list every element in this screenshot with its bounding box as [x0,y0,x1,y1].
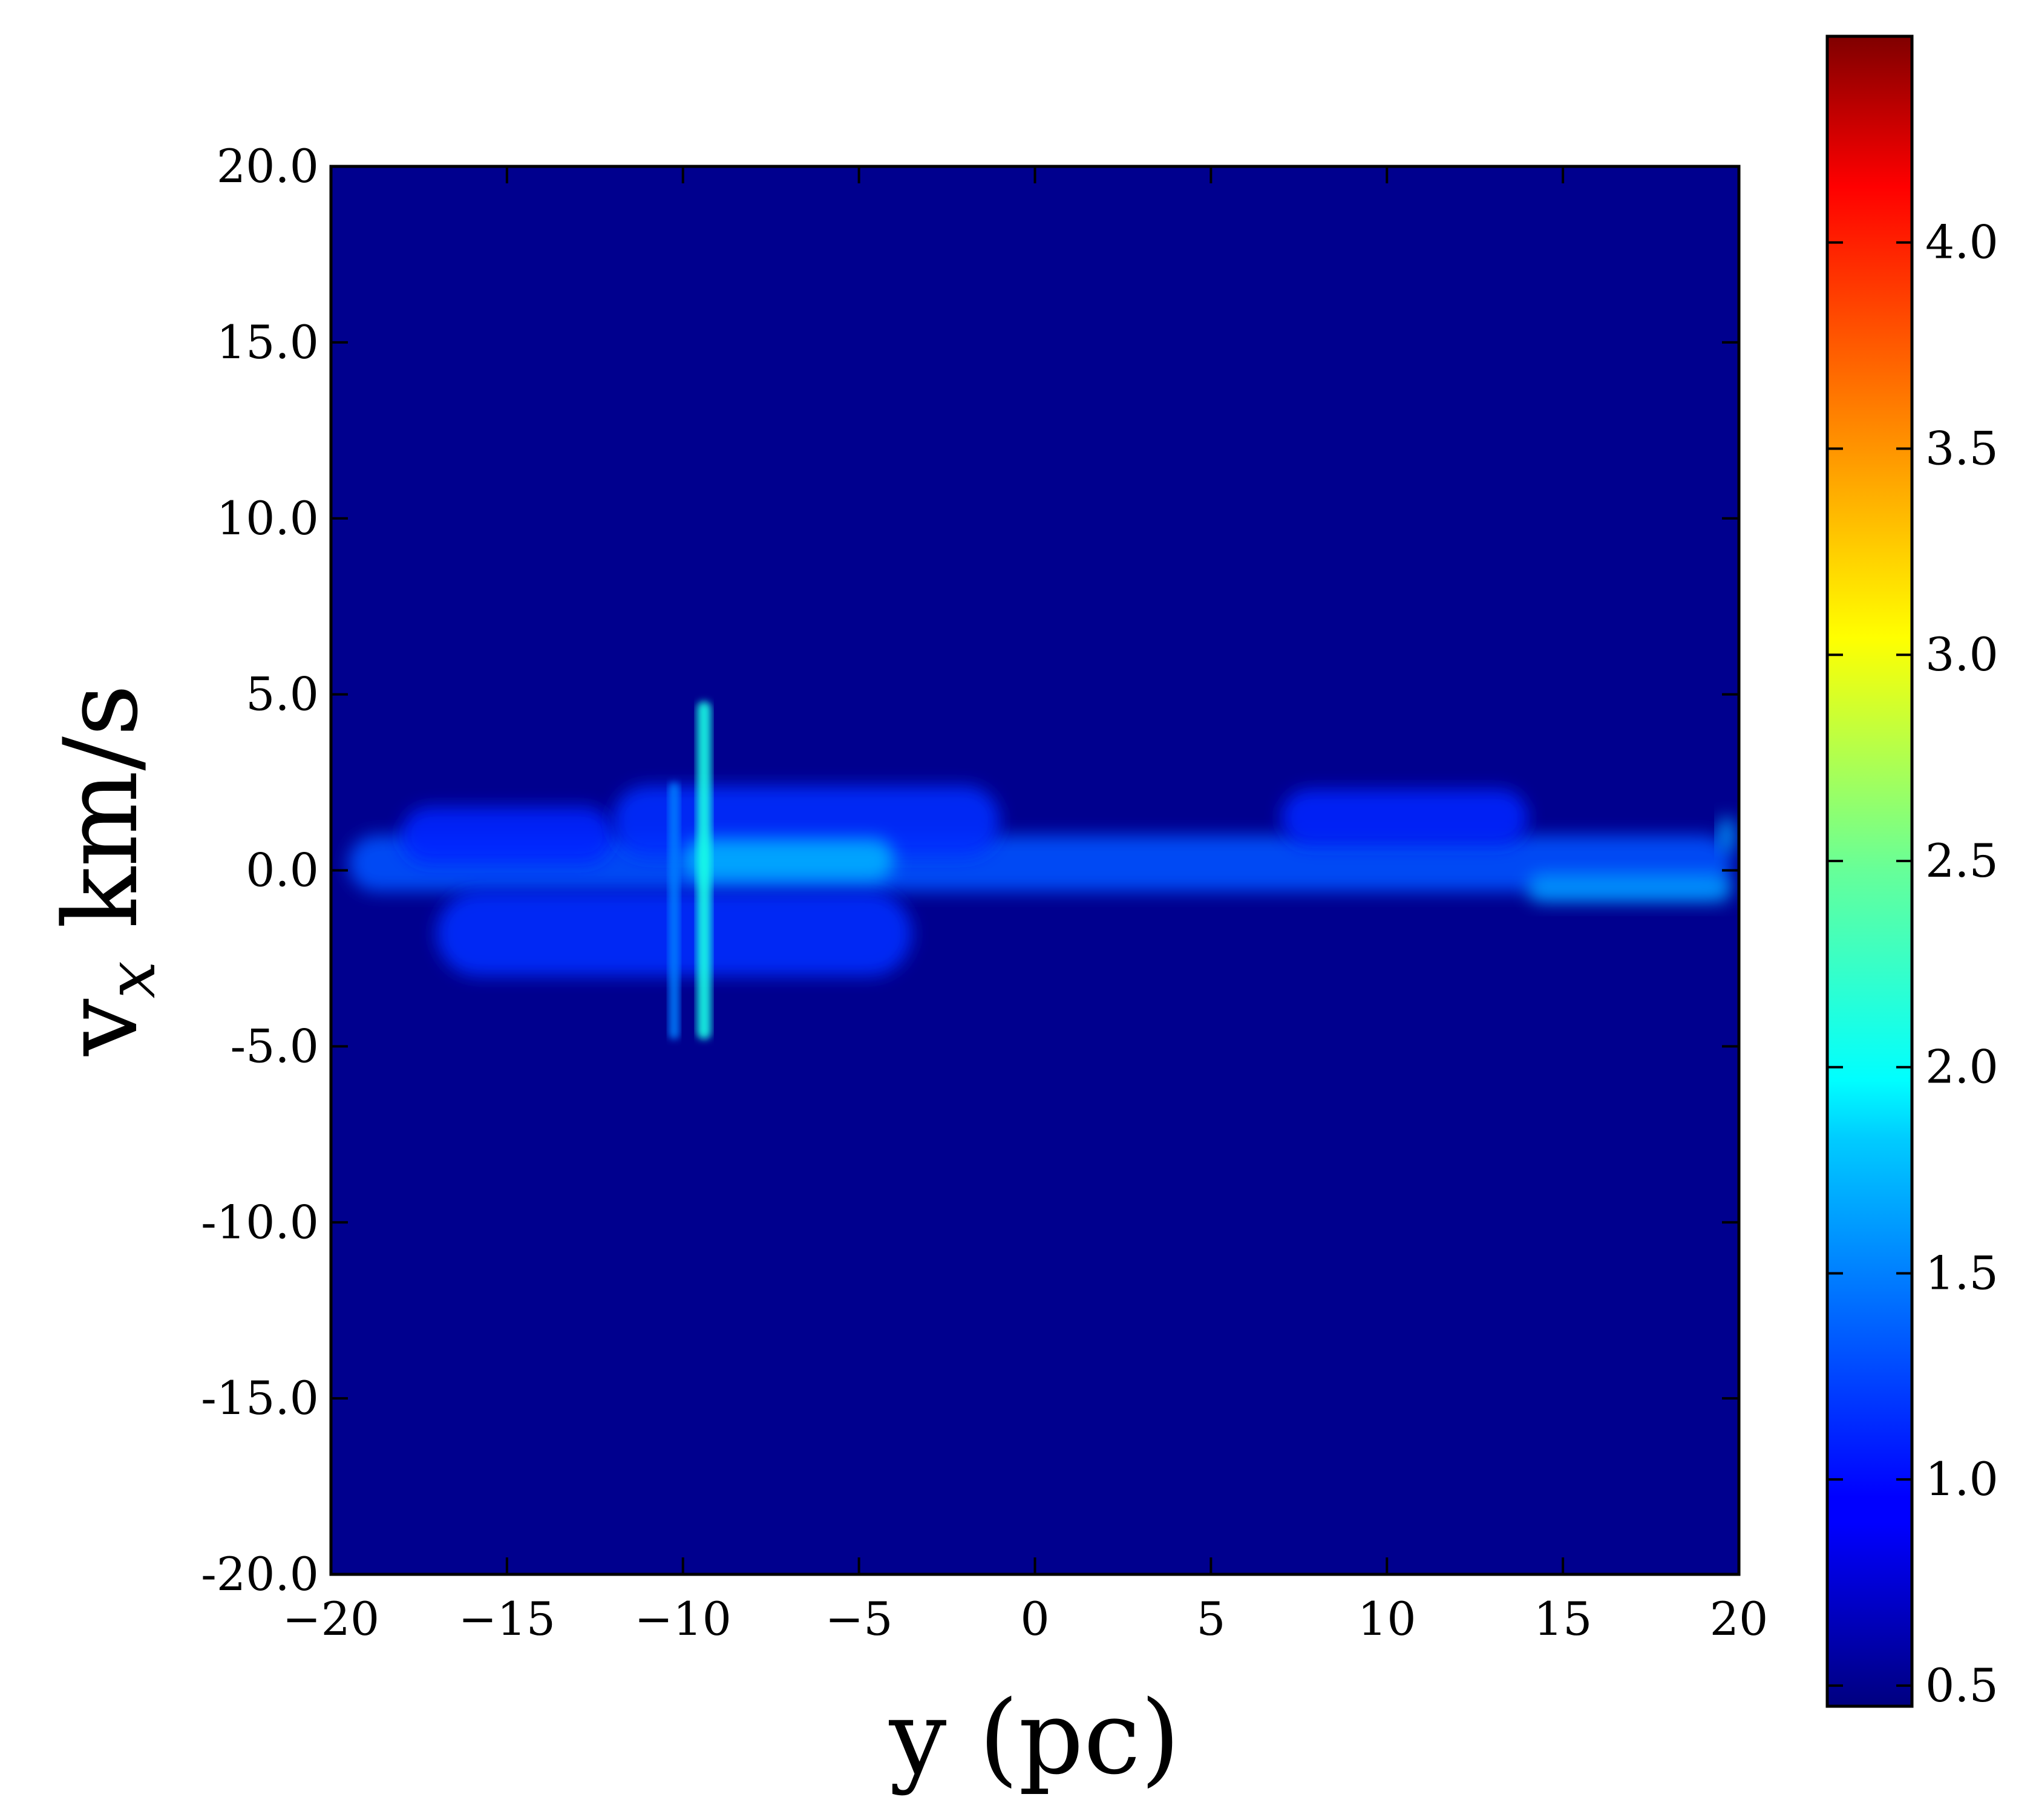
colorbar-tick-label: 2.5 [1925,834,1998,888]
colorbar-tick-label: 2.0 [1925,1040,1998,1094]
x-tick-label: −10 [635,1592,732,1646]
y-axis-title-main: v [42,998,160,1056]
x-tick-label: 5 [1196,1592,1225,1646]
x-tick-label: −5 [825,1592,893,1646]
y-axis-title: vx km/s [42,684,170,1056]
x-tick-label: −15 [459,1592,555,1646]
y-tick-label: 10.0 [217,491,319,545]
y-tick-label: -5.0 [230,1019,319,1073]
heatmap-features [349,701,1736,1039]
x-tick-label: 20 [1710,1592,1769,1646]
feature-vertical-streak-main [697,701,712,1039]
colorbar-tick-label: 3.5 [1925,421,1998,475]
colorbar-tick-label: 0.5 [1925,1658,1998,1712]
feature-upper-lobe-right [1281,789,1528,846]
colorbar-ticks: 0.5 1.0 1.5 2.0 2.5 3.0 3.5 4.0 [1827,215,1998,1712]
y-tick-label: -20.0 [201,1547,319,1601]
feature-vertical-streak-secondary [669,782,679,1039]
colorbar-tick-label: 4.0 [1925,215,1998,269]
y-tick-label: -15.0 [201,1371,319,1425]
x-axis-title: y (pc) [888,1678,1180,1797]
colorbar: 0.5 1.0 1.5 2.0 2.5 3.0 3.5 4.0 [1825,34,1998,1712]
feature-right-end-tail [1527,874,1732,902]
colorbar-tick-label: 1.0 [1925,1452,1998,1506]
plot-axes: −20 −15 −10 −5 0 5 10 15 20 20.0 15.0 10.0 5.0 0.0 -5… [201,139,1768,1646]
y-tick-label: 5.0 [246,667,319,721]
feature-right-edge-spur [1718,817,1736,853]
feature-bright-core [682,839,894,881]
x-axis-ticks: −20 −15 −10 −5 0 5 10 15 20 [283,166,1769,1646]
y-axis-ticks: 20.0 15.0 10.0 5.0 0.0 -5.0 -10.0 -15.0 -20.0 [201,139,1739,1601]
y-tick-label: -10.0 [201,1195,319,1249]
colorbar-tick-label: 3.0 [1925,627,1998,681]
colorbar-frame [1825,34,1914,1708]
y-tick-label: 0.0 [246,843,319,897]
y-tick-label: 15.0 [217,315,319,369]
x-tick-label: 0 [1020,1592,1049,1646]
x-tick-label: 10 [1358,1592,1416,1646]
x-tick-label: −20 [283,1592,379,1646]
colorbar-tick-label: 1.5 [1925,1246,1998,1300]
y-axis-title-subscript: x [93,961,170,998]
y-axis-title-units: km/s [42,684,160,961]
colorbar-gradient [1827,36,1912,1706]
x-tick-label: 15 [1534,1592,1592,1646]
y-tick-label: 20.0 [217,139,319,193]
feature-left-wing-upper [401,807,613,863]
